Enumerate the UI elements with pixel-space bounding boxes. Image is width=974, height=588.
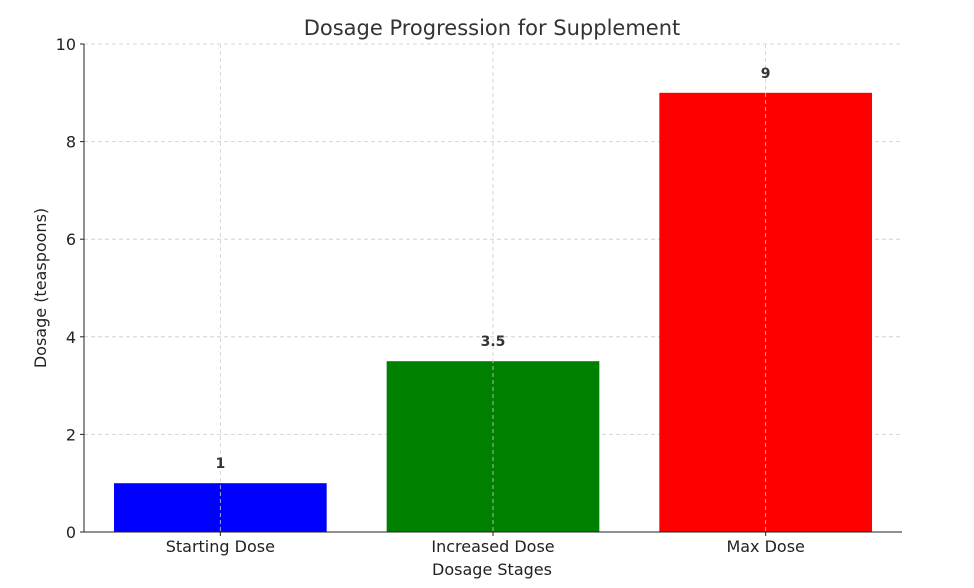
y-tick-label: 4 <box>66 328 76 347</box>
y-tick-label: 6 <box>66 230 76 249</box>
y-axis-label: Dosage (teaspoons) <box>31 208 50 368</box>
y-tick-label: 8 <box>66 133 76 152</box>
value-label: 1 <box>215 456 225 472</box>
y-tick-label: 10 <box>56 35 76 54</box>
value-label: 9 <box>761 66 771 82</box>
value-label: 3.5 <box>481 334 506 350</box>
x-tick-label: Max Dose <box>726 537 804 556</box>
y-tick-label: 0 <box>66 523 76 542</box>
y-ticks: 0 2 4 6 8 10 <box>56 35 84 542</box>
x-tick-label: Starting Dose <box>166 537 275 556</box>
value-labels: 13.59 <box>215 66 770 472</box>
chart-title: Dosage Progression for Supplement <box>304 16 681 40</box>
x-ticks: Starting Dose Increased Dose Max Dose <box>166 532 805 556</box>
y-tick-label: 2 <box>66 425 76 444</box>
x-tick-label: Increased Dose <box>431 537 554 556</box>
x-axis-label: Dosage Stages <box>432 560 552 579</box>
vertical-grid-lines <box>219 44 767 532</box>
